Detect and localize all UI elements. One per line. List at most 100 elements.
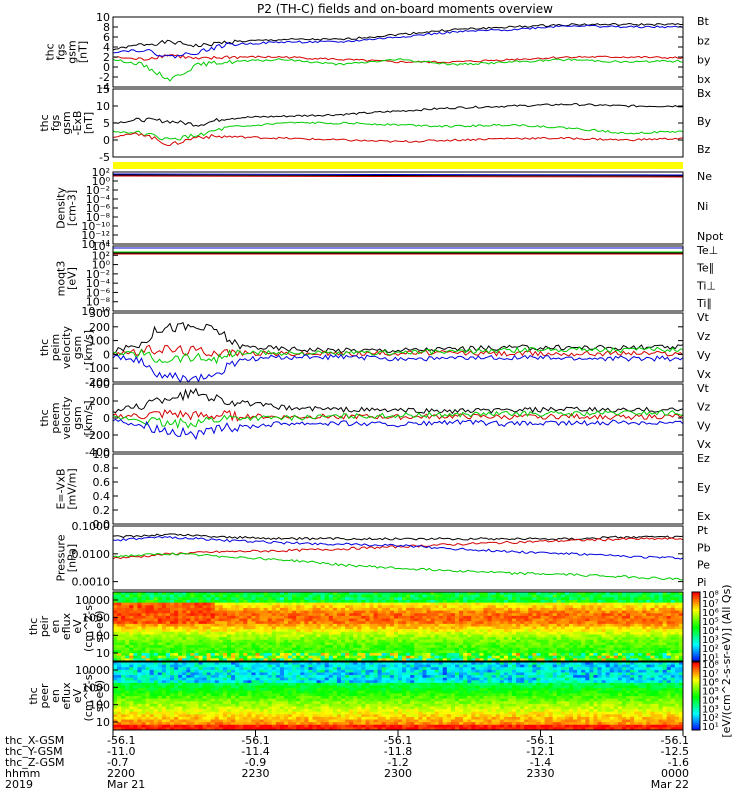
spectrogram-cell xyxy=(288,621,293,625)
spectrogram-cell xyxy=(145,634,151,638)
spectrogram-cell xyxy=(560,634,566,638)
y-axis-label: Density xyxy=(55,187,68,229)
spectrogram-cell xyxy=(674,605,680,609)
spectrogram-cell xyxy=(137,662,142,666)
spectrogram-cell xyxy=(654,602,659,606)
legend-entry-bx: bx xyxy=(697,73,711,86)
spectrogram-cell xyxy=(670,623,676,627)
spectrogram-cell xyxy=(471,602,476,606)
spectrogram-cell xyxy=(182,626,187,630)
spectrogram-cell xyxy=(125,631,130,635)
spectrogram-cell xyxy=(442,607,448,611)
spectrogram-cell xyxy=(361,605,366,609)
spectrogram-cell xyxy=(341,637,346,641)
spectrogram-cell xyxy=(251,682,256,686)
spectrogram-cell xyxy=(593,602,598,606)
spectrogram-cell xyxy=(263,631,269,635)
spectrogram-cell xyxy=(243,680,248,684)
spectrogram-cell xyxy=(569,607,574,611)
spectrogram-cell xyxy=(434,629,440,633)
spectrogram-cell xyxy=(332,605,338,609)
spectrogram-cell xyxy=(609,621,615,625)
spectrogram-cell xyxy=(552,602,558,606)
spectrogram-cell xyxy=(560,655,566,659)
spectrogram-cell xyxy=(406,610,411,614)
spectrogram-cell xyxy=(398,626,403,630)
spectrogram-cell xyxy=(499,629,505,633)
spectrogram-cell xyxy=(259,711,265,715)
spectrogram-cell xyxy=(324,647,330,651)
spectrogram-cell xyxy=(548,637,554,641)
spectrogram-cell xyxy=(585,623,590,627)
spectrogram-cell xyxy=(552,626,558,630)
spectrogram-cell xyxy=(520,655,525,659)
spectrogram-cell xyxy=(638,629,643,633)
spectrogram-cell xyxy=(548,653,554,657)
spectrogram-cell xyxy=(182,706,187,710)
spectrogram-cell xyxy=(141,722,146,726)
spectrogram-cell xyxy=(560,642,566,646)
spectrogram-cell xyxy=(141,696,146,700)
spectrogram-cell xyxy=(227,711,232,715)
spectrogram-cell xyxy=(157,724,163,728)
spectrogram-cell xyxy=(552,637,558,641)
spectrogram-cell xyxy=(239,592,244,596)
spectrogram-cell xyxy=(512,658,517,662)
spectrogram-cell xyxy=(646,621,651,625)
spectrogram-cell xyxy=(170,682,175,686)
y-axis-label: [km/s] xyxy=(82,400,95,435)
spectrogram-cell xyxy=(218,672,224,676)
spectrogram-cell xyxy=(516,647,521,651)
spectrogram-cell xyxy=(446,599,452,604)
spectrogram-cell xyxy=(634,615,639,619)
spectrogram-cell xyxy=(218,711,224,715)
spectrogram-cell xyxy=(414,655,419,659)
spectrogram-cell xyxy=(642,605,647,609)
spectrogram-cell xyxy=(630,653,635,657)
spectrogram-cell xyxy=(255,711,260,715)
spectrogram-cell xyxy=(662,602,668,606)
spectrogram-cell xyxy=(406,607,411,611)
spectrogram-cell xyxy=(398,655,403,659)
spectrogram-cell xyxy=(239,677,244,681)
spectrogram-cell xyxy=(194,618,199,622)
spectrogram-cell xyxy=(227,639,232,643)
spectrogram-cell xyxy=(324,613,330,617)
spectrogram-cell xyxy=(353,592,358,596)
spectrogram-cell xyxy=(556,599,562,604)
spectrogram-cell xyxy=(170,722,175,726)
spectrogram-cell xyxy=(267,605,273,609)
spectrogram-cell xyxy=(174,623,179,627)
spectrogram-cell xyxy=(259,709,265,713)
spectrogram-cell xyxy=(271,613,277,617)
spectrogram-cell xyxy=(129,685,134,689)
spectrogram-cell xyxy=(231,631,236,635)
spectrogram-cell xyxy=(251,615,256,619)
spectrogram-cell xyxy=(153,631,159,635)
spectrogram-cell xyxy=(320,658,326,662)
spectrogram-cell xyxy=(296,599,301,604)
spectrogram-cell xyxy=(548,605,554,609)
spectrogram-cell xyxy=(658,602,664,606)
spectrogram-cell xyxy=(426,623,431,627)
spectrogram-cell xyxy=(499,647,505,651)
spectrogram-cell xyxy=(186,682,191,686)
spectrogram-cell xyxy=(414,605,419,609)
spectrogram-cell xyxy=(605,605,611,609)
spectrogram-cell xyxy=(674,637,680,641)
spectrogram-cell xyxy=(137,685,142,689)
spectrogram-cell xyxy=(239,698,244,702)
spectrogram-cell xyxy=(581,639,586,643)
spectrogram-cell xyxy=(357,607,362,611)
spectrogram-cell xyxy=(149,669,155,673)
spectrogram-cell xyxy=(251,719,256,723)
spectrogram-cell xyxy=(206,706,212,710)
series-line-By xyxy=(112,121,684,141)
spectrogram-cell xyxy=(231,680,236,684)
spectrogram-cell xyxy=(455,597,460,601)
spectrogram-cell xyxy=(239,711,244,715)
spectrogram-cell xyxy=(178,597,183,601)
spectrogram-cell xyxy=(479,597,484,601)
spectrogram-cell xyxy=(442,634,448,638)
